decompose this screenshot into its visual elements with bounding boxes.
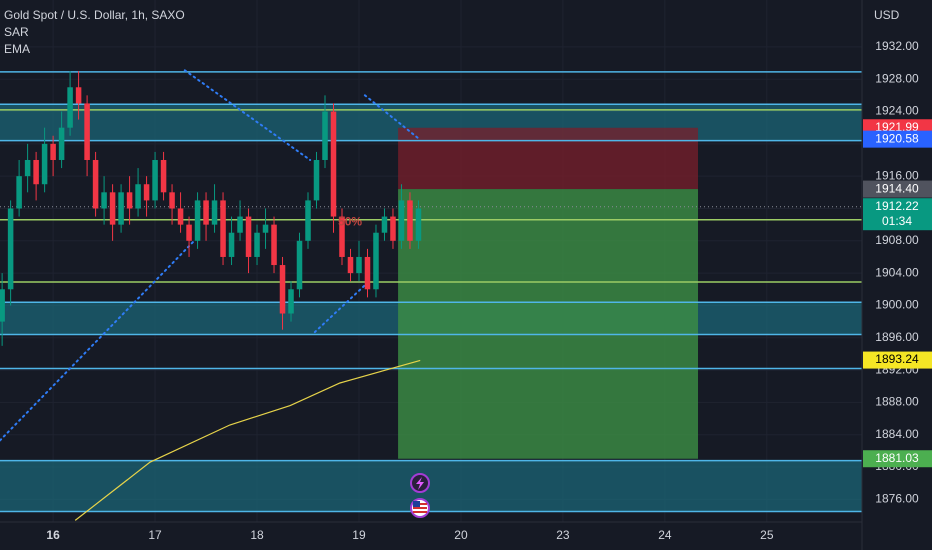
chart-title: Gold Spot / U.S. Dollar, 1h, SAXO [4, 8, 185, 22]
price-label: 1893.24 [875, 352, 919, 366]
y-tick-label: 1904.00 [875, 265, 919, 279]
candle-body [126, 192, 133, 209]
y-tick-label: 1884.00 [875, 427, 919, 441]
candle-body [415, 208, 422, 241]
candle-body [364, 256, 371, 290]
flag-icon[interactable] [410, 498, 430, 518]
candle-body [313, 159, 320, 201]
y-tick-label: 1928.00 [875, 71, 919, 85]
candle-body [169, 192, 175, 209]
target-zone [398, 189, 699, 459]
candle-body [305, 200, 311, 241]
candle-body [228, 232, 235, 257]
x-tick-label: 23 [556, 528, 570, 542]
sar-line [363, 94, 422, 141]
y-tick-label: 1908.00 [875, 233, 919, 247]
indicator-label: EMA [4, 42, 30, 56]
candle-body [24, 159, 31, 177]
price-label: 1921.99 [875, 120, 919, 134]
candle-body [339, 216, 345, 257]
price-label-box [863, 351, 932, 369]
sar-line [313, 284, 366, 334]
candle-body [58, 127, 65, 160]
candle-body [75, 87, 82, 104]
candle-body [143, 184, 150, 201]
x-tick-label: 19 [352, 528, 366, 542]
y-tick-label: 1916.00 [875, 168, 919, 182]
candle-body [271, 224, 277, 266]
candle-body [160, 159, 167, 193]
candle-body [7, 208, 14, 290]
plot-area: 50% [0, 0, 862, 522]
candle-body [84, 103, 90, 160]
price-label-box [863, 180, 932, 198]
candle-body [186, 224, 192, 241]
candle-body [288, 289, 294, 314]
candle-body [347, 256, 354, 274]
candle-body [109, 192, 116, 225]
candle-body [296, 240, 303, 290]
price-label: 1912.22 [875, 199, 919, 213]
candle-body [211, 200, 218, 225]
y-tick-label: 1932.00 [875, 39, 919, 53]
price-countdown: 01:34 [882, 214, 912, 228]
candle-body [279, 265, 286, 314]
candle-body [0, 289, 5, 322]
candle-body [407, 200, 413, 241]
y-tick-label: 1888.00 [875, 395, 919, 409]
candle-body [220, 200, 226, 257]
x-tick-label: 24 [658, 528, 672, 542]
candle-body [135, 184, 141, 209]
price-label-box [863, 130, 932, 148]
candle-body [373, 232, 379, 290]
candle-body [101, 192, 107, 209]
price-label-box [863, 198, 932, 231]
candle-body [194, 200, 201, 241]
price-label: 1914.40 [875, 181, 919, 195]
candle-body [118, 192, 124, 225]
candle-body [398, 200, 405, 241]
candle-body [330, 111, 337, 217]
candle-body [152, 159, 158, 201]
sar-line [183, 69, 312, 161]
candle-body [262, 224, 269, 233]
x-tick-label: 16 [46, 528, 60, 542]
annotation: 50% [338, 214, 362, 228]
candle-body [177, 208, 184, 225]
price-label: 1881.03 [875, 451, 919, 465]
price-label-box [863, 450, 932, 468]
currency-label: USD [874, 8, 900, 22]
candle-body [50, 143, 56, 160]
x-tick-label: 18 [250, 528, 264, 542]
candle-body [356, 256, 362, 274]
x-tick-label: 20 [454, 528, 468, 542]
candle-body [41, 143, 48, 185]
candle-body [92, 159, 99, 209]
candle-body [322, 111, 328, 160]
zone [0, 460, 862, 512]
candle-body [381, 216, 388, 233]
y-tick-label: 1924.00 [875, 104, 919, 118]
y-tick-label: 1900.00 [875, 298, 919, 312]
candle-body [16, 176, 22, 209]
candle-body [203, 200, 209, 225]
x-tick-label: 25 [760, 528, 774, 542]
y-tick-label: 1896.00 [875, 330, 919, 344]
candle-body [237, 216, 243, 233]
ema-line [74, 359, 421, 521]
event-icon[interactable] [410, 473, 430, 493]
candle-body [67, 87, 73, 128]
sar-line [0, 239, 196, 442]
candle-body [33, 159, 39, 185]
price-label: 1920.58 [875, 131, 919, 145]
candle-body [245, 216, 252, 257]
candle-body [254, 232, 260, 257]
x-tick-label: 17 [148, 528, 162, 542]
y-tick-label: 1876.00 [875, 492, 919, 506]
indicator-label: SAR [4, 25, 29, 39]
candle-body [390, 216, 396, 241]
stop-zone [398, 127, 699, 190]
